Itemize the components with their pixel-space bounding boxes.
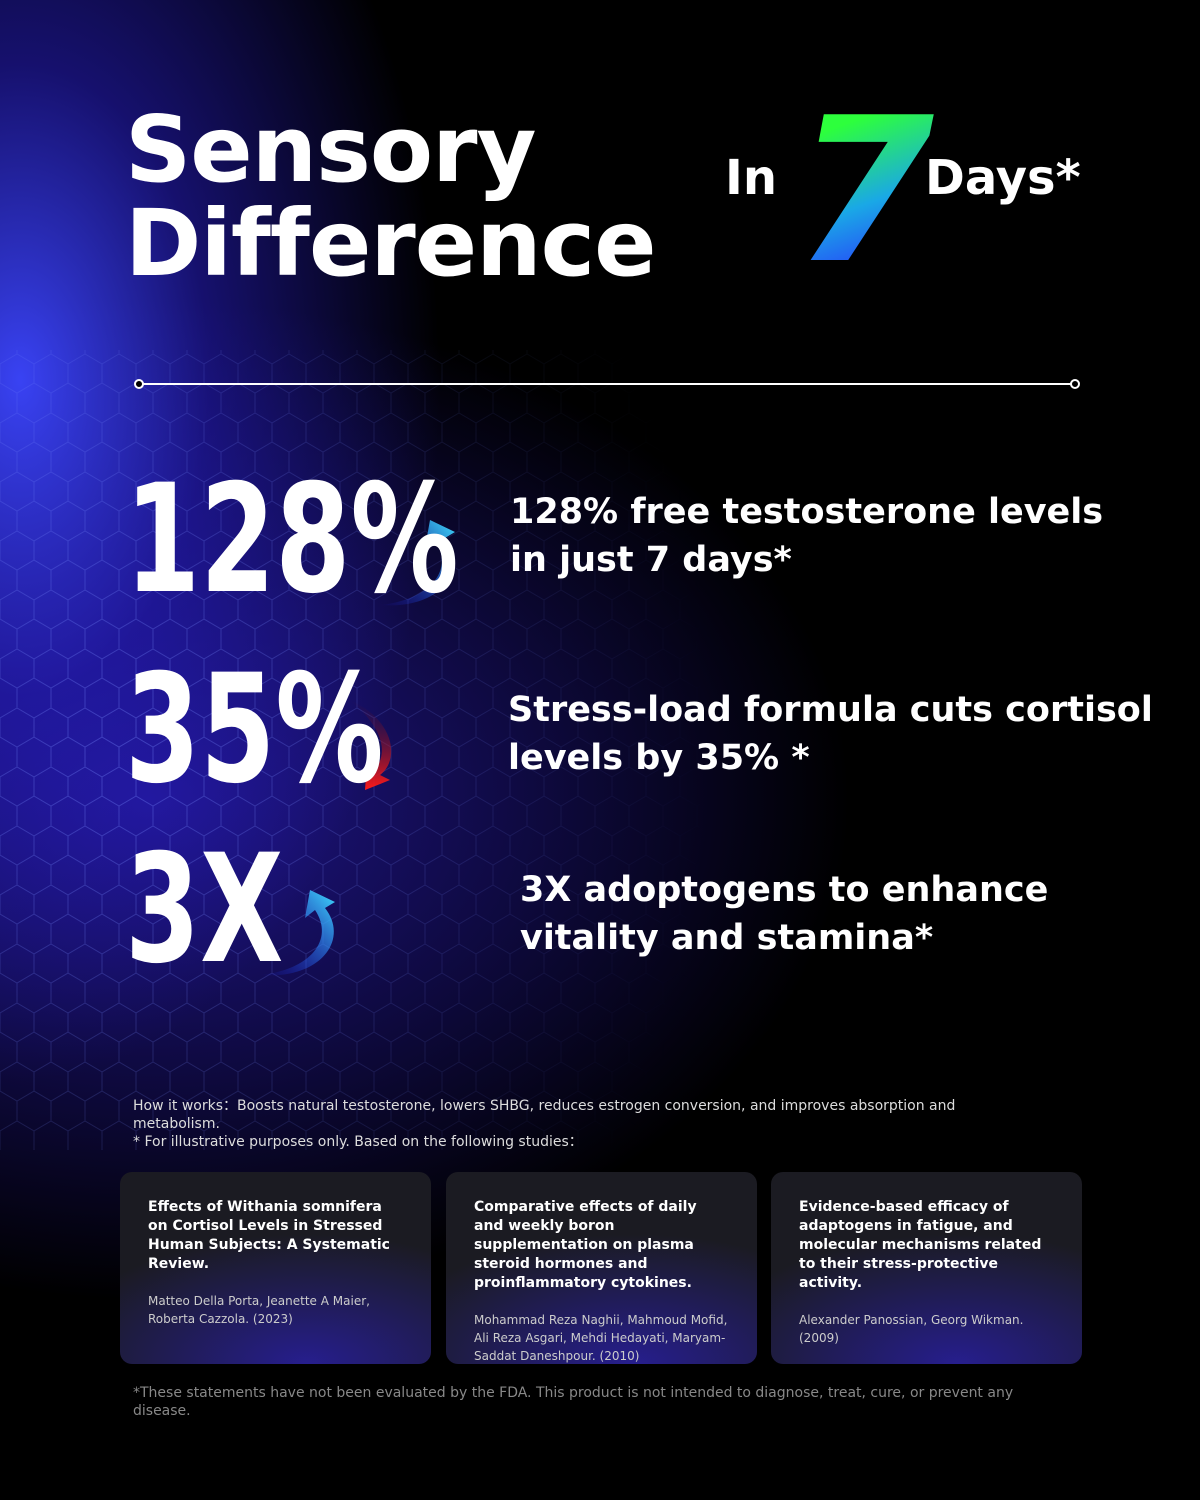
title-line: Sensory — [125, 96, 536, 203]
study-card: Evidence-based efficacy of adaptogens in… — [771, 1172, 1082, 1364]
title-line: Difference — [125, 190, 657, 297]
arrow — [380, 520, 455, 606]
study-authors: Alexander Panossian, Georg Wikman. (2009… — [799, 1313, 1024, 1345]
suffix: Days* — [925, 150, 1081, 206]
stat-text: 3X adoptogens to enhance — [520, 870, 1049, 910]
stat-figure: 3X — [125, 823, 284, 997]
arrow — [260, 890, 335, 976]
study-title: Evidence-based efficacy of adaptogens in… — [799, 1199, 1042, 1291]
note: How it works：Boosts natural testosterone… — [133, 1098, 956, 1132]
stat-text: Stress-load formula cuts cortisol — [508, 690, 1153, 730]
study-authors: Mohammad Reza Naghii, Mahmoud Mofid, Ali… — [474, 1313, 728, 1363]
stat-figure: 35% — [125, 643, 384, 817]
stat-text: vitality and stamina* — [520, 918, 934, 958]
stat-text: 128% free testosterone levels — [510, 492, 1104, 532]
note: * For illustrative purposes only. Based … — [133, 1134, 583, 1150]
study-title: Effects of Withania somnifera on Cortiso… — [148, 1199, 390, 1272]
stat-figure: 128% — [125, 453, 459, 627]
stat-text: levels by 35% * — [508, 738, 810, 778]
disclaimer: *These statements have not been evaluate… — [133, 1385, 1014, 1419]
study-title: Comparative effects of daily and weekly … — [474, 1199, 697, 1291]
arrow — [350, 700, 392, 790]
study-card: Comparative effects of daily and weekly … — [446, 1172, 757, 1364]
study-card: Effects of Withania somnifera on Cortiso… — [120, 1172, 431, 1364]
study-authors: Matteo Della Porta, Jeanette A Maier, Ro… — [148, 1294, 370, 1326]
prefix: In — [725, 150, 778, 206]
stat-text: in just 7 days* — [510, 540, 792, 580]
big-number: 7 — [795, 75, 935, 308]
